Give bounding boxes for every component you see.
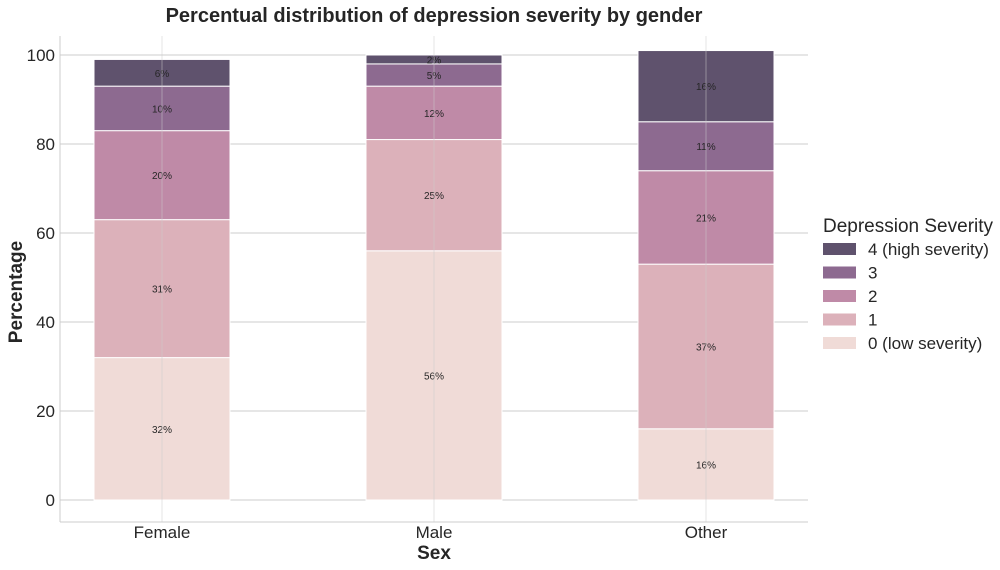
legend-swatch [823,337,856,349]
legend-swatch [823,313,856,326]
y-tick-label: 80 [36,135,55,154]
y-axis-label: Percentage [6,241,27,343]
y-tick-label: 60 [36,224,55,243]
plot-area: 02040608010032%31%20%10%6%Female56%25%12… [27,36,808,542]
x-tick-label: Female [134,523,191,542]
y-tick-label: 40 [36,313,55,332]
legend-label: 3 [868,264,877,283]
legend: Depression Severity 4 (high severity) 3 2 1… [823,216,994,353]
legend-label: 1 [868,311,877,330]
x-tick-label: Other [685,523,728,542]
legend-swatch [823,266,856,279]
legend-label: 2 [868,287,877,306]
legend-label: 0 (low severity) [868,334,982,353]
y-tick-label: 20 [36,402,55,421]
chart-title: Percentual distribution of depression se… [166,5,703,27]
x-axis-label: Sex [417,543,451,564]
legend-swatch [823,290,856,302]
x-tick-label: Male [416,523,453,542]
legend-title: Depression Severity [823,216,994,237]
y-tick-label: 100 [27,46,55,65]
legend-label: 4 (high severity) [868,240,989,259]
y-tick-label: 0 [46,491,55,510]
legend-swatch [823,243,856,255]
